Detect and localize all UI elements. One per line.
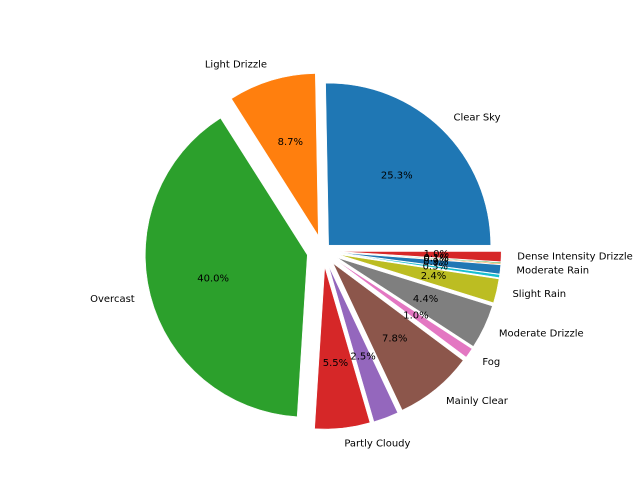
percent-label: 0.1% — [423, 253, 448, 264]
percent-label: 2.5% — [350, 352, 375, 363]
pie-slice-light-drizzle — [231, 73, 319, 237]
pie-slice-slight-rain — [338, 254, 500, 304]
category-label-light-drizzle: Light Drizzle — [205, 59, 267, 70]
pie-slice-unlabeled-4 — [328, 266, 399, 423]
category-label-clear-sky: Clear Sky — [453, 113, 500, 124]
pie-slice-overcast — [145, 117, 308, 417]
category-label-moderate-rain: Moderate Rain — [516, 266, 589, 277]
pie-slice-mainly-clear — [333, 263, 464, 411]
category-labels: Clear Sky Light Drizzle Overcast Partly Clo… — [90, 59, 633, 449]
pie-slice-unlabeled-12 — [339, 251, 502, 264]
percent-labels: 25.3%8.7%40.0%5.5%2.5%7.8%1.0%4.4%2.4%0.… — [197, 137, 449, 369]
percent-label: 0.3% — [423, 261, 448, 272]
category-label-dense-intensity-drizzle: Dense Intensity Drizzle — [517, 252, 632, 263]
category-label-overcast: Overcast — [90, 294, 135, 305]
percent-label: 1.0% — [424, 249, 449, 260]
category-label-slight-rain: Slight Rain — [512, 289, 566, 300]
percent-label: 25.3% — [381, 170, 413, 181]
pie-slices — [145, 73, 502, 430]
pie-slice-moderate-drizzle — [337, 257, 493, 347]
pie-slice-fog — [336, 260, 473, 358]
category-label-fog: Fog — [482, 357, 500, 368]
percent-label: 40.0% — [197, 274, 229, 285]
percent-label: 2.4% — [421, 271, 446, 282]
pie-slice-dense-intensity-drizzle — [339, 251, 502, 262]
percent-label: 7.8% — [382, 333, 407, 344]
pie-slice-unlabeled-9 — [339, 253, 500, 278]
pie-slice-moderate-rain — [339, 252, 501, 275]
category-label-partly-cloudy: Partly Cloudy — [344, 439, 410, 450]
percent-label: 4.4% — [413, 294, 438, 305]
percent-label: 0.1% — [423, 254, 448, 265]
pie-slice-partly-cloudy — [314, 267, 371, 430]
percent-label: 1.0% — [403, 310, 428, 321]
category-label-mainly-clear: Mainly Clear — [446, 396, 509, 407]
percent-label: 5.5% — [323, 358, 348, 369]
percent-label: 0.9% — [423, 257, 448, 268]
category-label-moderate-drizzle: Moderate Drizzle — [499, 328, 584, 339]
pie-slice-clear-sky — [325, 82, 491, 246]
percent-label: 8.7% — [278, 137, 303, 148]
